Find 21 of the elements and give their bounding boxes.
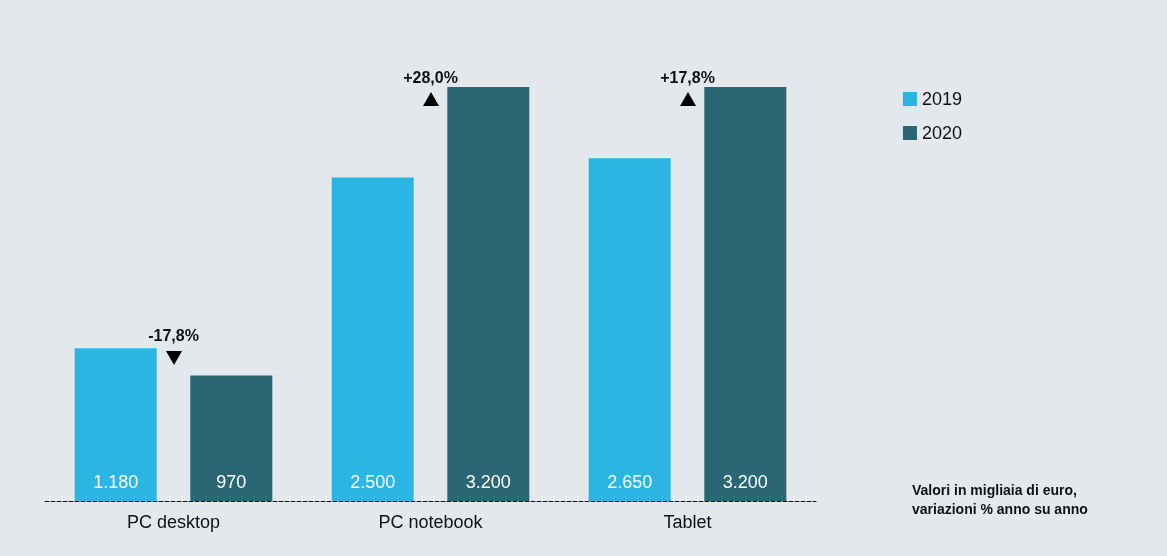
text: Valori in migliaia di euro, variazioni % anno su anno (912, 481, 1088, 517)
legend-label: 2019 (921, 89, 962, 109)
data-label: 3.200 (465, 472, 511, 492)
bar (588, 158, 671, 501)
annotation: -17,8% (148, 327, 199, 345)
data-label: 3.200 (722, 472, 768, 492)
data-label: 2.650 (607, 472, 653, 492)
bar (190, 375, 273, 501)
text: +28,0% (403, 68, 458, 86)
x-tick-label: Tablet (663, 512, 712, 532)
text: +17,8% (660, 68, 715, 86)
x-tick-label: PC notebook (378, 512, 484, 532)
data-label: 2.500 (350, 472, 396, 492)
bar (74, 348, 157, 501)
bar (447, 87, 530, 501)
legend-label: 2020 (921, 123, 962, 143)
data-label: 970 (216, 472, 247, 492)
data-label: 1.180 (93, 472, 139, 492)
x-tick-label: PC desktop (126, 512, 221, 532)
bar (331, 177, 414, 501)
bar (704, 87, 787, 501)
